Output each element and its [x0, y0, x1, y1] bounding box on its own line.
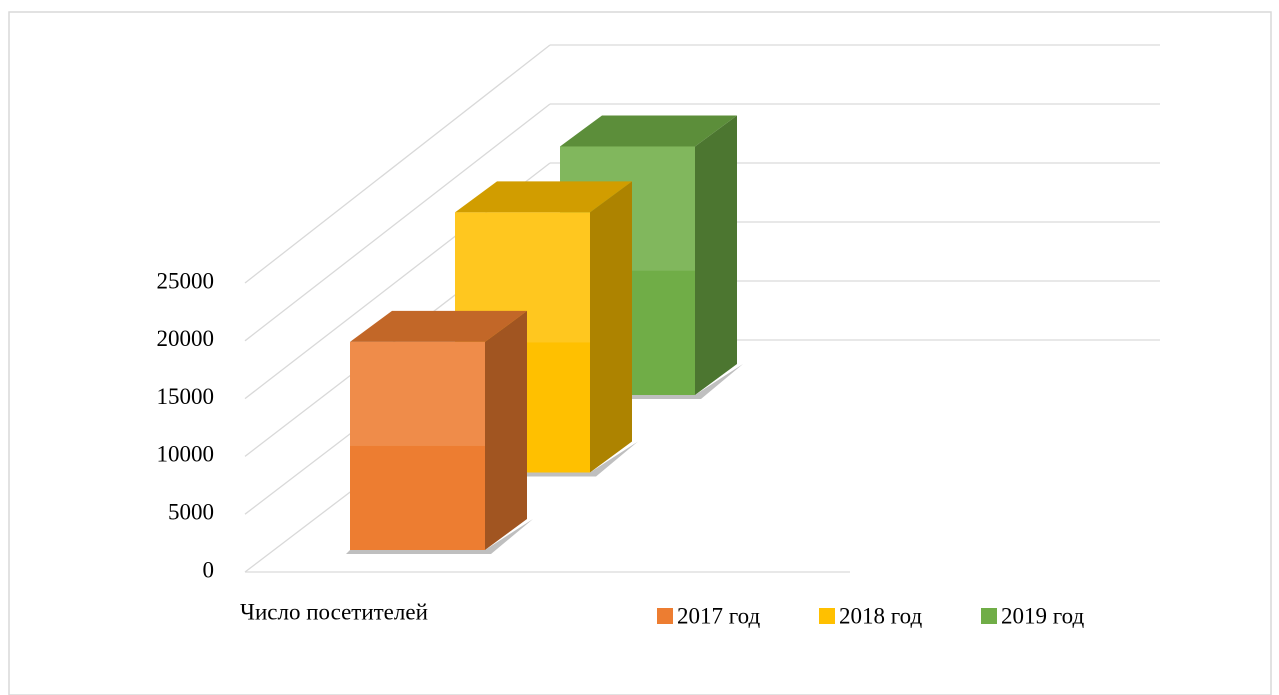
- bar-top: [455, 181, 632, 213]
- y-tick-label: 0: [203, 557, 215, 582]
- bar-side: [590, 181, 632, 473]
- grid-line: [244, 44, 551, 284]
- y-tick-label: 10000: [157, 442, 215, 467]
- grid-line: [244, 103, 551, 342]
- bar-highlight: [350, 341, 485, 446]
- legend-swatch: [819, 608, 835, 624]
- y-tick-label: 25000: [157, 268, 215, 293]
- bar-top: [350, 310, 527, 342]
- legend-label: 2017 год: [677, 603, 760, 628]
- bar: [350, 341, 485, 550]
- legend-swatch: [657, 608, 673, 624]
- y-tick-label: 5000: [168, 499, 214, 524]
- x-tick-label: Число посетителей: [240, 599, 428, 624]
- bar-shadow: [346, 519, 533, 554]
- y-tick-label: 15000: [157, 384, 215, 409]
- legend-label: 2019 год: [1001, 603, 1084, 628]
- legend-label: 2018 год: [839, 603, 922, 628]
- bar-side: [485, 310, 527, 550]
- bar-top: [560, 115, 737, 147]
- legend-swatch: [981, 608, 997, 624]
- bar-side: [695, 115, 737, 396]
- y-tick-label: 20000: [157, 326, 215, 351]
